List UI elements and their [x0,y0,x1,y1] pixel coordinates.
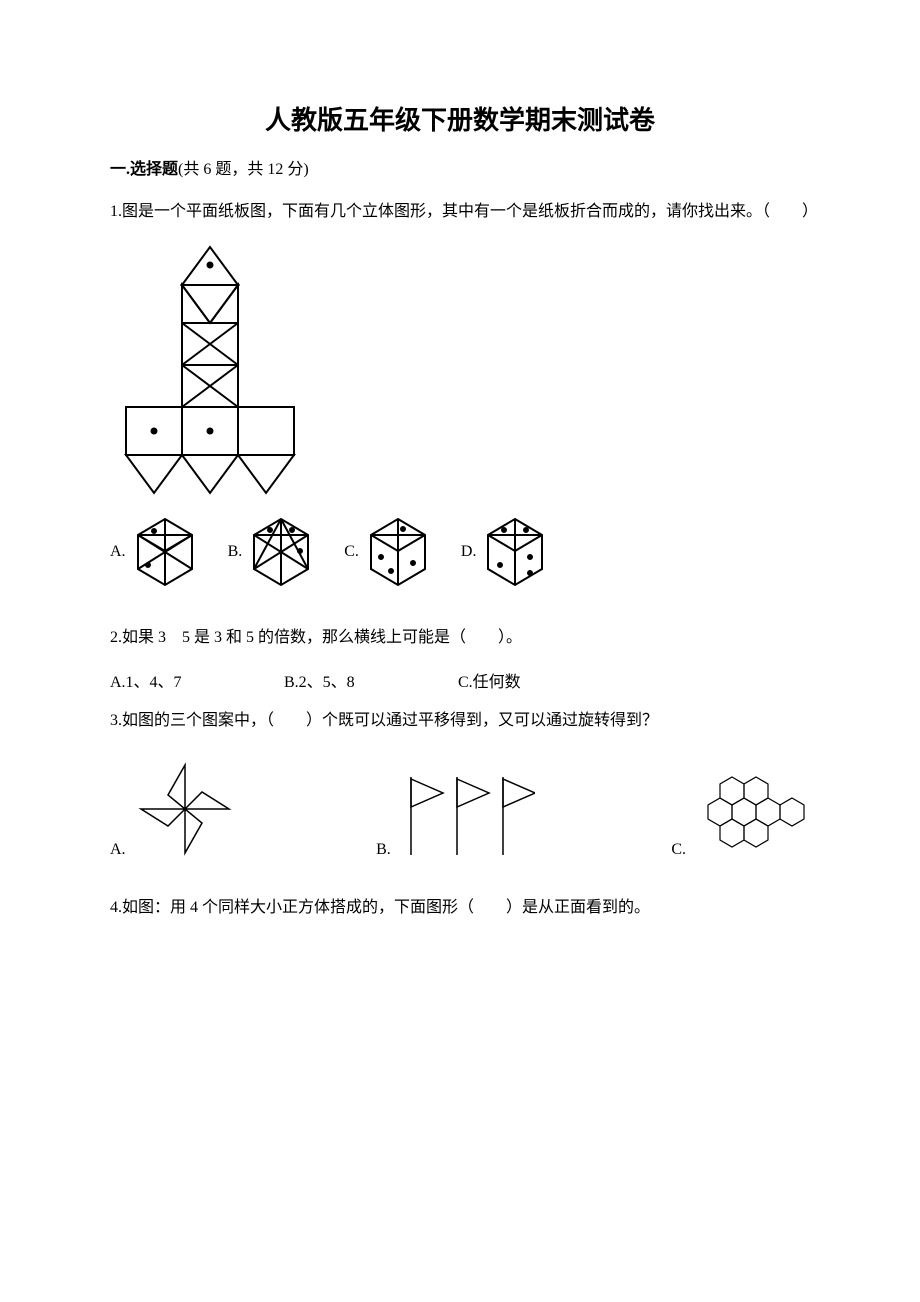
cube-b-icon [246,515,316,589]
q2-options: A.1、4、7 B.2、5、8 C.任何数 [110,664,810,702]
q1-opt-d: D. [461,515,551,589]
q3-opt-c: C. [671,773,810,859]
opt-label: D. [461,543,477,561]
q1-opt-a: A. [110,515,200,589]
q1-text: 1.图是一个平面纸板图，下面有几个立体图形，其中有一个是纸板折合而成的，请你找出… [110,193,810,231]
q3-opt-b: B. [376,769,535,859]
section-heading: 一.选择题(共 6 题，共 12 分) [110,155,810,179]
opt-label: A. [110,543,126,561]
pinwheel-icon [130,759,240,859]
cube-a-icon [130,515,200,589]
flags-icon [395,769,535,859]
page-title: 人教版五年级下册数学期末测试卷 [110,100,810,137]
opt-label: B. [376,841,391,859]
hexagons-icon [690,773,810,859]
cube-c-icon [363,515,433,589]
q1-opt-c: C. [344,515,433,589]
q2-opt-c: C.任何数 [458,664,521,702]
q2-text: 2.如果 3 5 是 3 和 5 的倍数，那么横线上可能是（ ）。 [110,619,810,657]
q3-text: 3.如图的三个图案中，（ ）个既可以通过平移得到，又可以通过旋转得到？ [110,702,810,740]
q1-net-figure [110,245,810,495]
cube-d-icon [480,515,550,589]
net-diagram-icon [110,245,310,495]
section-meta: (共 6 题，共 12 分) [178,161,309,178]
q2-opt-b: B.2、5、8 [284,664,454,702]
q3-opt-a: A. [110,759,240,859]
page: 人教版五年级下册数学期末测试卷 一.选择题(共 6 题，共 12 分) 1.图是… [0,0,920,993]
q2-opt-a: A.1、4、7 [110,664,280,702]
opt-label: C. [671,841,686,859]
section-label: 一.选择题 [110,161,178,178]
opt-label: C. [344,543,359,561]
opt-label: A. [110,841,126,859]
q3-options: A. B. [110,759,810,859]
q1-options: A. B. [110,515,810,589]
opt-label: B. [228,543,243,561]
q4-text: 4.如图：用 4 个同样大小正方体搭成的，下面图形（ ）是从正面看到的。 [110,889,810,927]
q1-opt-b: B. [228,515,317,589]
